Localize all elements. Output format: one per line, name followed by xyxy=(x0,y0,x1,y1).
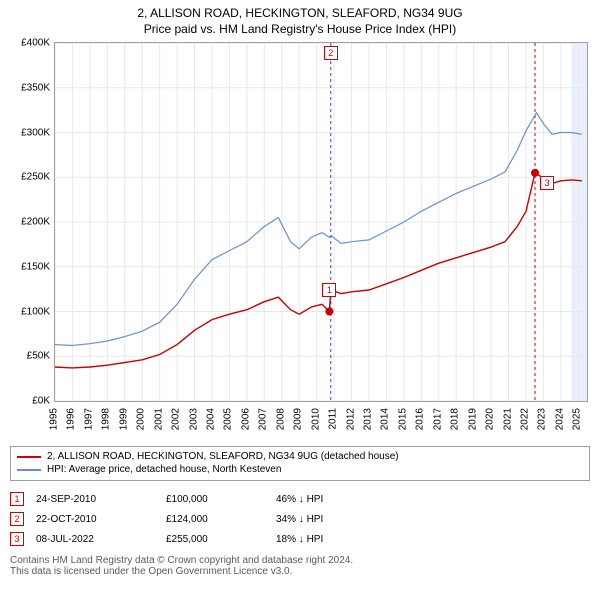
sale-marker-on-chart: 2 xyxy=(324,46,338,60)
x-axis-label: 1996 xyxy=(66,408,77,430)
x-axis-label: 2006 xyxy=(240,408,251,430)
x-axis-label: 2024 xyxy=(554,408,565,430)
sale-marker-on-chart: 3 xyxy=(540,176,554,190)
sale-marker: 1 xyxy=(10,492,24,506)
x-axis-label: 2010 xyxy=(310,408,321,430)
x-axis-label: 2020 xyxy=(485,408,496,430)
chart-header: 2, ALLISON ROAD, HECKINGTON, SLEAFORD, N… xyxy=(8,6,592,36)
plot-region: 2 1 3 xyxy=(54,42,588,402)
x-axis-label: 1998 xyxy=(101,408,112,430)
x-axis-label: 2018 xyxy=(450,408,461,430)
y-axis-label: £150K xyxy=(8,261,50,272)
x-axis-label: 1995 xyxy=(49,408,60,430)
sale-row: 2 22-OCT-2010 £124,000 34% ↓ HPI xyxy=(10,509,590,529)
sale-date: 22-OCT-2010 xyxy=(36,514,166,525)
x-axis-label: 2021 xyxy=(502,408,513,430)
sale-date: 24-SEP-2010 xyxy=(36,494,166,505)
legend-item: HPI: Average price, detached house, Nort… xyxy=(17,463,583,476)
x-axis-label: 2025 xyxy=(572,408,583,430)
x-axis-label: 2023 xyxy=(537,408,548,430)
footer: Contains HM Land Registry data © Crown c… xyxy=(10,555,590,577)
x-axis-label: 2017 xyxy=(432,408,443,430)
sale-delta: 18% ↓ HPI xyxy=(276,534,590,545)
legend-item: 2, ALLISON ROAD, HECKINGTON, SLEAFORD, N… xyxy=(17,450,583,463)
x-axis-label: 2000 xyxy=(136,408,147,430)
y-axis-label: £100K xyxy=(8,306,50,317)
x-axis-label: 1997 xyxy=(83,408,94,430)
legend-swatch xyxy=(17,469,41,471)
x-axis-label: 2007 xyxy=(258,408,269,430)
y-axis-label: £350K xyxy=(8,82,50,93)
legend-label: HPI: Average price, detached house, Nort… xyxy=(47,464,281,475)
footer-line: This data is licensed under the Open Gov… xyxy=(10,566,590,577)
chart-area: 2 1 3 £0K £50K £100K £150K £200K £250K £300K £350… xyxy=(8,42,592,440)
x-axis-label: 2008 xyxy=(275,408,286,430)
sale-marker: 3 xyxy=(10,532,24,546)
sale-delta: 46% ↓ HPI xyxy=(276,494,590,505)
sale-marker: 2 xyxy=(10,512,24,526)
x-axis-label: 2003 xyxy=(188,408,199,430)
x-axis-label: 2014 xyxy=(380,408,391,430)
x-axis-label: 1999 xyxy=(118,408,129,430)
sale-price: £100,000 xyxy=(166,494,276,505)
sale-row: 1 24-SEP-2010 £100,000 46% ↓ HPI xyxy=(10,489,590,509)
y-axis-label: £50K xyxy=(8,351,50,362)
sale-marker-on-chart: 1 xyxy=(322,283,336,297)
sale-row: 3 08-JUL-2022 £255,000 18% ↓ HPI xyxy=(10,529,590,549)
x-axis-label: 2005 xyxy=(223,408,234,430)
x-axis-label: 2001 xyxy=(153,408,164,430)
x-axis-label: 2004 xyxy=(205,408,216,430)
y-axis-label: £400K xyxy=(8,38,50,49)
footer-line: Contains HM Land Registry data © Crown c… xyxy=(10,555,590,566)
x-axis-label: 2015 xyxy=(397,408,408,430)
plot-svg xyxy=(55,43,587,401)
sales-table: 1 24-SEP-2010 £100,000 46% ↓ HPI 2 22-OC… xyxy=(10,489,590,549)
x-axis-label: 2013 xyxy=(362,408,373,430)
chart-subtitle: Price paid vs. HM Land Registry's House … xyxy=(8,22,592,36)
x-axis-label: 2016 xyxy=(415,408,426,430)
sale-delta: 34% ↓ HPI xyxy=(276,514,590,525)
y-axis-label: £0K xyxy=(8,396,50,407)
x-axis-label: 2019 xyxy=(467,408,478,430)
sale-price: £255,000 xyxy=(166,534,276,545)
legend-swatch xyxy=(17,456,41,458)
legend: 2, ALLISON ROAD, HECKINGTON, SLEAFORD, N… xyxy=(10,446,590,481)
y-axis-label: £300K xyxy=(8,127,50,138)
x-axis-label: 2022 xyxy=(519,408,530,430)
sale-date: 08-JUL-2022 xyxy=(36,534,166,545)
x-axis-label: 2011 xyxy=(328,408,339,430)
x-axis-label: 2012 xyxy=(345,408,356,430)
x-axis-label: 2009 xyxy=(293,408,304,430)
chart-title: 2, ALLISON ROAD, HECKINGTON, SLEAFORD, N… xyxy=(8,6,592,20)
x-axis-label: 2002 xyxy=(171,408,182,430)
sale-price: £124,000 xyxy=(166,514,276,525)
y-axis-label: £250K xyxy=(8,172,50,183)
legend-label: 2, ALLISON ROAD, HECKINGTON, SLEAFORD, N… xyxy=(47,451,399,462)
y-axis-label: £200K xyxy=(8,217,50,228)
